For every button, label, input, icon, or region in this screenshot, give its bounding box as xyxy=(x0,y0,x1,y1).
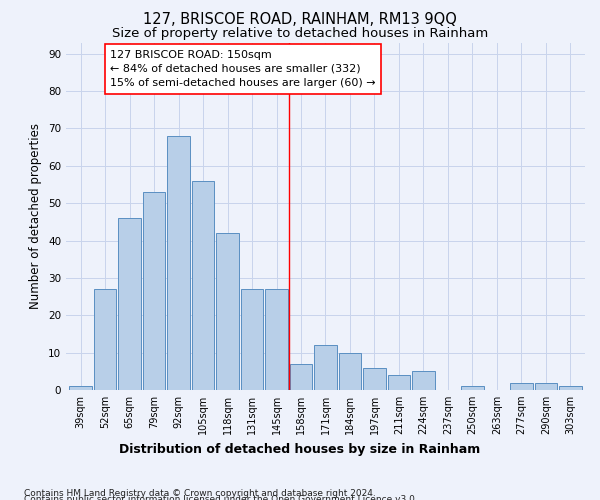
Bar xyxy=(510,382,533,390)
Text: Contains public sector information licensed under the Open Government Licence v3: Contains public sector information licen… xyxy=(24,495,418,500)
Bar xyxy=(363,368,386,390)
Bar xyxy=(94,289,116,390)
Bar xyxy=(339,352,361,390)
Bar xyxy=(290,364,312,390)
Bar xyxy=(412,372,434,390)
Bar xyxy=(70,386,92,390)
Bar xyxy=(265,289,288,390)
Bar xyxy=(241,289,263,390)
Text: 127, BRISCOE ROAD, RAINHAM, RM13 9QQ: 127, BRISCOE ROAD, RAINHAM, RM13 9QQ xyxy=(143,12,457,28)
Bar xyxy=(388,375,410,390)
Bar xyxy=(192,181,214,390)
Bar xyxy=(461,386,484,390)
Bar xyxy=(559,386,581,390)
Bar xyxy=(314,345,337,390)
Text: 127 BRISCOE ROAD: 150sqm
← 84% of detached houses are smaller (332)
15% of semi-: 127 BRISCOE ROAD: 150sqm ← 84% of detach… xyxy=(110,50,376,88)
Text: Size of property relative to detached houses in Rainham: Size of property relative to detached ho… xyxy=(112,28,488,40)
Bar xyxy=(535,382,557,390)
Text: Contains HM Land Registry data © Crown copyright and database right 2024.: Contains HM Land Registry data © Crown c… xyxy=(24,488,376,498)
Text: Distribution of detached houses by size in Rainham: Distribution of detached houses by size … xyxy=(119,442,481,456)
Bar xyxy=(167,136,190,390)
Bar xyxy=(118,218,141,390)
Bar xyxy=(143,192,166,390)
Bar xyxy=(217,233,239,390)
Y-axis label: Number of detached properties: Number of detached properties xyxy=(29,123,43,309)
